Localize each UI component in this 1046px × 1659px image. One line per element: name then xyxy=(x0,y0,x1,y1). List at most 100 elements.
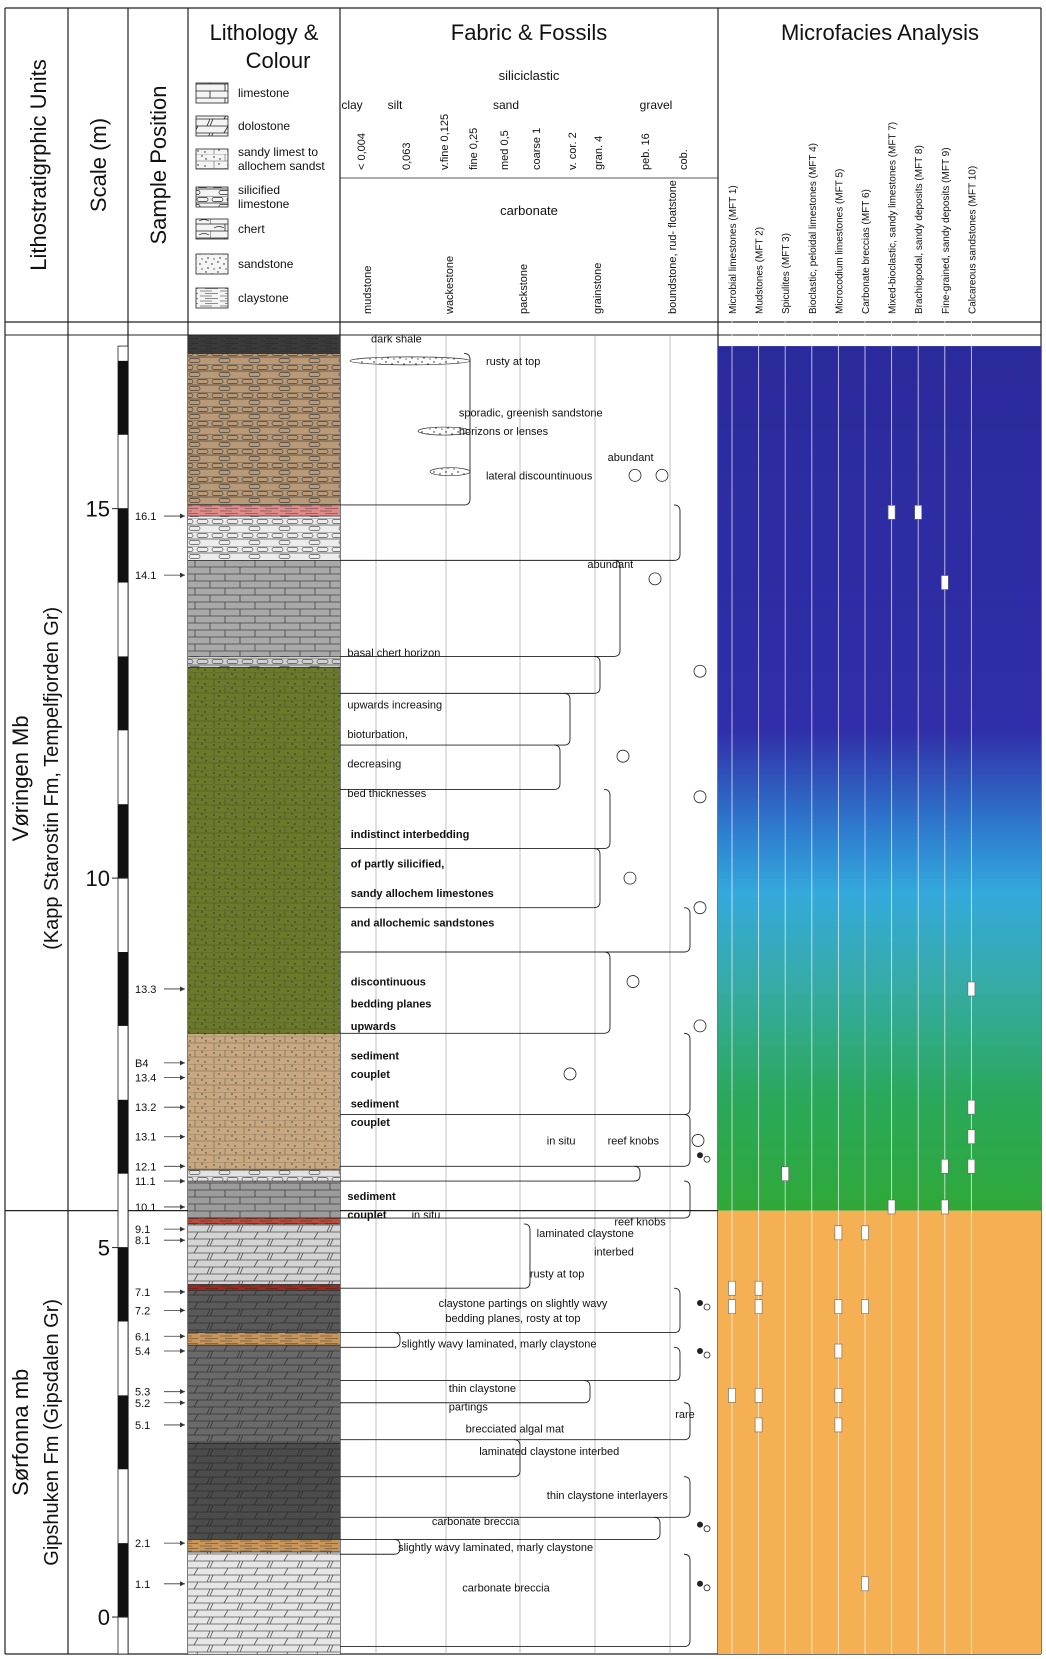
annotation: rusty at top xyxy=(530,1268,584,1280)
mft-marker xyxy=(967,1129,976,1145)
sample-label: 5.4 xyxy=(135,1346,150,1358)
column-headers: Lithostratigrphic Units Scale (m) Sample P… xyxy=(26,20,979,271)
lithology-pattern-dolostone xyxy=(188,1223,340,1285)
bed-outline xyxy=(340,1539,401,1555)
sample-label: 5.1 xyxy=(135,1420,150,1432)
sample-label: 7.2 xyxy=(135,1305,150,1317)
grain-class-gravel: gravel xyxy=(640,98,673,112)
sample-label: 12.1 xyxy=(135,1161,156,1173)
grain-size-value: coarse 1 xyxy=(531,128,543,170)
sample-arrow-head xyxy=(180,986,185,992)
mft-marker xyxy=(754,1417,763,1433)
breccia-symbol xyxy=(697,1580,703,1587)
lithology-pattern-dolostone xyxy=(188,1443,340,1540)
legend-swatch-chert xyxy=(195,218,229,240)
sample-positions: 16.1 14.1 13.3 B4 13.4 13.2 13.1 12.1 11.1 10.1 9.… xyxy=(135,511,185,1591)
sample-arrow-head xyxy=(180,1389,185,1395)
fossil-symbol xyxy=(693,790,707,804)
grain-size-value: peb. 16 xyxy=(640,133,652,170)
lithology-pattern-dolostone xyxy=(188,1552,340,1654)
grain-size-value: < 0,004 xyxy=(356,133,368,170)
scale-bar-segment xyxy=(118,1247,128,1322)
lithology-pattern-silicified xyxy=(188,516,340,561)
annotation: horizons or lenses xyxy=(459,426,549,438)
legend-swatch-silicified xyxy=(195,186,229,208)
annotation: lateral discountinuous xyxy=(486,470,593,482)
lithology-pattern-claystone xyxy=(188,1218,340,1224)
fossil-symbol xyxy=(563,1067,577,1081)
breccia-symbol xyxy=(697,1521,703,1528)
lithology-pattern-sandy xyxy=(188,667,340,1034)
mft-marker xyxy=(914,505,923,520)
sample-arrow-head xyxy=(180,1163,185,1169)
lithology-pattern-limestone xyxy=(188,1181,340,1219)
lithostratigraphic-units-header: Lithostratigrphic Units xyxy=(26,59,51,271)
sample-label: 13.4 xyxy=(135,1073,156,1085)
sample-arrow-head xyxy=(180,1289,185,1295)
sample-label: 16.1 xyxy=(135,511,156,523)
annotation: bedding planes xyxy=(351,999,432,1011)
sample-arrow-head xyxy=(180,1204,185,1210)
sample-arrow-head xyxy=(180,1581,185,1587)
lithology-pattern-silicified xyxy=(188,353,340,505)
annotation: reef knobs xyxy=(608,1135,660,1147)
sample-arrow-head xyxy=(180,1540,185,1546)
unit-group: (Kapp Starostin Fm, Tempelfjorden Gr) xyxy=(41,607,63,950)
mft-marker xyxy=(967,1159,976,1174)
sample-arrow-head xyxy=(180,1178,185,1184)
sample-arrow-head xyxy=(180,1237,185,1243)
grain-class-silt: silt xyxy=(388,98,403,112)
legend-label: sandy limest to xyxy=(238,145,318,159)
fossil-symbol xyxy=(693,664,707,678)
annotation: thin claystone interlayers xyxy=(547,1490,669,1502)
annotation: couplet xyxy=(351,1117,390,1129)
lithology-pattern-silicified xyxy=(188,656,340,668)
annotation: laminated claystone xyxy=(537,1228,634,1240)
bed-outline xyxy=(340,655,601,694)
sample-arrow-head xyxy=(180,1333,185,1339)
legend-swatch-dolostone xyxy=(195,115,229,137)
carbonate-class: wackestone xyxy=(444,256,456,315)
sample-label: 8.1 xyxy=(135,1235,150,1247)
mft-header-4: Bioclastic, peloidal limestones (MFT 4) xyxy=(808,143,819,314)
mft-header-5: Microcodium limestones (MFT 5) xyxy=(834,169,845,314)
annotation: upwards increasing xyxy=(347,699,442,711)
mft-marker xyxy=(887,1199,896,1215)
mft-marker xyxy=(728,1388,736,1403)
scale-bar-segment xyxy=(118,360,128,435)
bed-outline xyxy=(340,1516,661,1540)
grain-size-value: cob. xyxy=(678,149,690,170)
legend-label: allochem sandst xyxy=(238,159,325,173)
mft-header-8: Brachiopodal, sandy deposits (MFT 8) xyxy=(914,145,925,314)
sample-arrow-head xyxy=(180,1422,185,1428)
mft-marker xyxy=(967,1099,976,1115)
lithology-pattern-claystone xyxy=(188,1332,340,1346)
sample-label: 13.3 xyxy=(135,984,156,996)
annotation: slightly wavy laminated, marly claystone xyxy=(401,1339,596,1351)
mft-marker xyxy=(834,1225,843,1241)
fabric-annotations: dark shale rusty at top sporadic, greenish… xyxy=(347,334,694,1595)
breccia-symbol xyxy=(697,1152,703,1159)
annotation: dark shale xyxy=(371,334,422,346)
mft-marker xyxy=(834,1299,843,1315)
mft-marker xyxy=(861,1299,869,1315)
sample-label: 13.2 xyxy=(135,1102,156,1114)
sample-label: 11.1 xyxy=(135,1176,156,1188)
carbonate-label: carbonate xyxy=(500,203,558,218)
breccia-symbol xyxy=(703,1525,711,1533)
sample-label: 9.1 xyxy=(135,1224,150,1236)
scale-bar-segment xyxy=(118,1099,128,1174)
legend-label: silicified xyxy=(238,183,280,197)
fossil-symbol xyxy=(616,749,630,763)
bed-outline xyxy=(340,1032,691,1116)
sample-position-header: Sample Position xyxy=(146,86,171,245)
sample-arrow-head xyxy=(180,1348,185,1354)
sample-label: 7.1 xyxy=(135,1287,150,1299)
carbonate-class: boundstone, rud- floatstone xyxy=(667,180,679,314)
annotation: slightly wavy laminated, marly claystone xyxy=(398,1542,593,1554)
annotation: basal chert horizon xyxy=(347,648,440,660)
lithology-pattern-dolostone xyxy=(188,1345,340,1444)
lithology-pattern-sandy xyxy=(188,1033,340,1170)
siliciclastic-label: siliciclastic xyxy=(499,68,560,83)
unit-group: Gipshuken Fm (Gipsdalen Gr) xyxy=(41,1299,63,1566)
